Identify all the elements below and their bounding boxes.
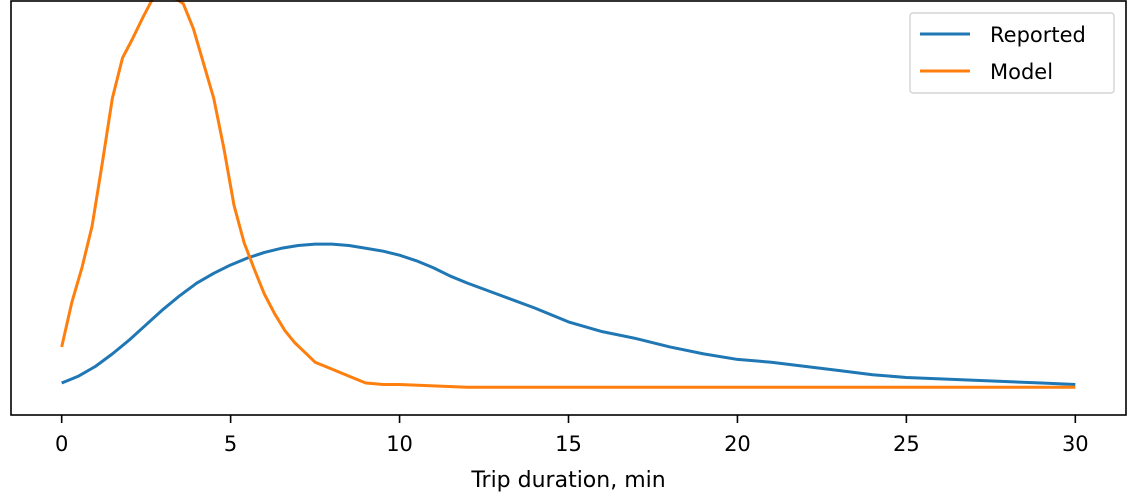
x-tick-label: 20 (724, 432, 751, 456)
x-tick-label: 5 (224, 432, 237, 456)
x-axis-title: Trip duration, min (470, 468, 665, 493)
x-tick-label: 25 (893, 432, 920, 456)
series-line-reported (61, 242, 1076, 386)
x-tick-label: 0 (55, 432, 68, 456)
series-line-model (60, 0, 1076, 389)
legend-label-model: Model (990, 60, 1053, 84)
x-axis: 0 5 10 15 20 25 30 (55, 415, 1089, 456)
legend-label-reported: Reported (990, 23, 1086, 47)
x-tick-label: 15 (555, 432, 582, 456)
legend: Reported Model (909, 12, 1115, 94)
x-tick-label: 30 (1062, 432, 1089, 456)
x-tick-label: 10 (386, 432, 413, 456)
series-lines (60, 0, 1076, 389)
